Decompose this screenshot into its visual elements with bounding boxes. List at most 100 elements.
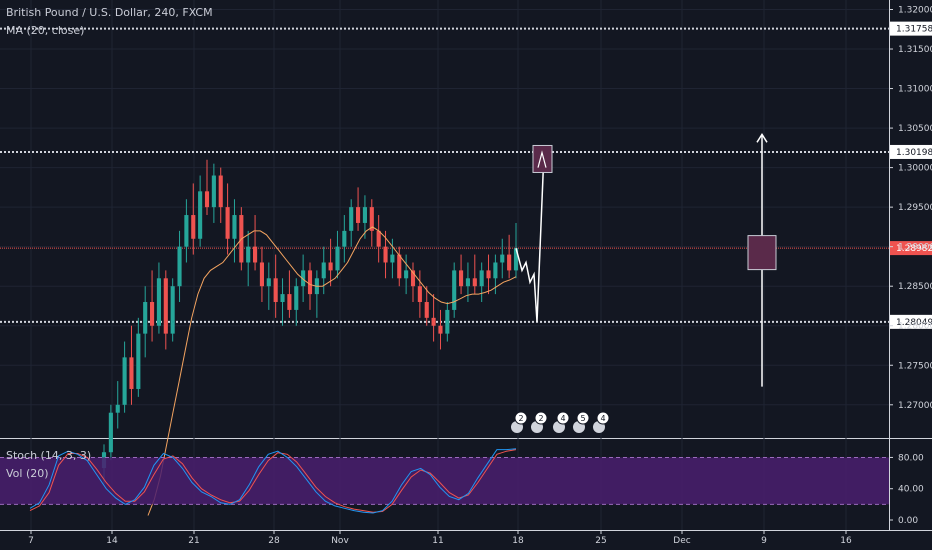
candle-body — [397, 254, 402, 279]
candle-body — [472, 278, 477, 287]
price-tick-label: 1.27000 — [898, 401, 932, 411]
candle-body — [280, 294, 285, 303]
range-box — [747, 235, 777, 271]
price-tick-label: 1.32000 — [898, 5, 932, 15]
horizontal-levels: 1.31758 1.30198 1.28049 1.28982 — [0, 21, 932, 329]
candle-body — [156, 278, 161, 326]
price-tick-label: 1.28500 — [898, 282, 932, 292]
event-badge — [534, 411, 548, 425]
candle-body — [136, 333, 141, 389]
candle-body — [211, 175, 216, 208]
price-tick-label: 1.27500 — [898, 361, 932, 371]
candle-body — [417, 286, 422, 303]
event-badge — [514, 411, 528, 425]
candle-body — [500, 254, 505, 263]
price-tick-label: 1.29000 — [898, 243, 932, 253]
price-tick-label: 1.30000 — [898, 164, 932, 174]
candle-body — [266, 278, 271, 287]
current-price-box — [890, 241, 932, 256]
candle-body — [232, 215, 237, 239]
projection-path — [515, 151, 545, 322]
candle-body — [486, 270, 491, 279]
time-tick-label: 9 — [761, 536, 767, 546]
candle-body — [452, 270, 457, 310]
candle-body — [328, 262, 333, 271]
stoch-d-line — [29, 449, 517, 513]
time-tick-label: Nov — [331, 536, 349, 546]
level-label-box — [890, 144, 932, 159]
level-label-box — [890, 21, 932, 36]
candle-body — [342, 230, 347, 247]
candle-body — [390, 254, 395, 263]
stoch-k-line — [29, 448, 517, 514]
candle-body — [445, 309, 450, 334]
candle-body — [115, 404, 120, 413]
candle-body — [246, 246, 251, 263]
candle-body — [335, 246, 340, 271]
stoch-tick-label: 80.00 — [898, 453, 924, 463]
candle-body — [218, 175, 223, 208]
price-tick-label: 1.31000 — [898, 85, 932, 95]
symbol-title: British Pound / U.S. Dollar, 240, FXCM — [6, 6, 213, 19]
candle-body — [253, 246, 258, 263]
level-label: 1.30198 — [896, 148, 932, 158]
candle-body — [273, 278, 278, 303]
candle-body — [108, 412, 113, 453]
candle-body — [287, 294, 292, 310]
stoch-legend: Stoch (14, 3, 3) — [6, 449, 92, 462]
projection-drawings — [515, 133, 777, 387]
candle-body — [191, 215, 196, 239]
candle-body — [204, 191, 210, 208]
event-badge — [576, 411, 590, 425]
candle-body — [431, 317, 436, 326]
stoch-tick-label: 0.00 — [898, 516, 918, 526]
time-tick-label: 14 — [106, 536, 118, 546]
level-label: 1.28049 — [896, 318, 932, 328]
stochastic-pane — [0, 448, 889, 514]
time-tick-label: 11 — [432, 536, 443, 546]
moving-average-series — [147, 226, 517, 516]
price-tick-label: 1.30500 — [898, 124, 932, 134]
event-count: 4 — [600, 414, 605, 423]
event-badge — [596, 411, 610, 425]
candle-body — [321, 262, 326, 279]
candlestick-series — [101, 159, 519, 484]
time-axis[interactable]: 7 14 21 28 Nov 11 18 25 Dec 9 16 — [28, 530, 852, 546]
candle-body — [294, 286, 299, 310]
candle-body — [356, 207, 361, 223]
ma-line — [147, 226, 517, 516]
stoch-band — [0, 457, 889, 505]
target-arrow — [537, 150, 547, 168]
candle-body — [349, 207, 354, 231]
candle-body — [177, 246, 182, 287]
price-tick-label: 1.28000 — [898, 322, 932, 332]
price-axis[interactable]: 1.32000 1.31500 1.31000 1.30500 1.30000 1.295… — [889, 5, 932, 526]
candle-body — [507, 254, 512, 271]
candle-body — [369, 207, 374, 231]
candle-body — [479, 270, 484, 287]
time-tick-label: 28 — [268, 536, 280, 546]
candle-body — [163, 278, 168, 334]
event-markers: 2 2 4 5 4 — [511, 411, 610, 433]
event-count: 2 — [518, 414, 523, 423]
candle-body — [459, 270, 464, 287]
ma-legend: MA (20, close) — [6, 24, 85, 37]
candle-body — [143, 302, 148, 334]
candle-body — [513, 248, 519, 271]
price-tick-label: 1.31500 — [898, 45, 932, 55]
event-count: 5 — [580, 414, 585, 423]
event-count: 2 — [538, 414, 543, 423]
candle-body — [225, 207, 230, 239]
event-count: 4 — [560, 414, 565, 423]
price-tick-label: 1.29500 — [898, 203, 932, 213]
candle-body — [150, 302, 155, 326]
candle-body — [122, 357, 127, 405]
time-tick-label: 16 — [840, 536, 852, 546]
time-tick-label: 18 — [512, 536, 524, 546]
candle-body — [184, 215, 189, 247]
candle-body — [307, 270, 313, 295]
candle-body — [404, 270, 409, 279]
candle-body — [465, 278, 470, 287]
time-tick-label: Dec — [673, 536, 690, 546]
